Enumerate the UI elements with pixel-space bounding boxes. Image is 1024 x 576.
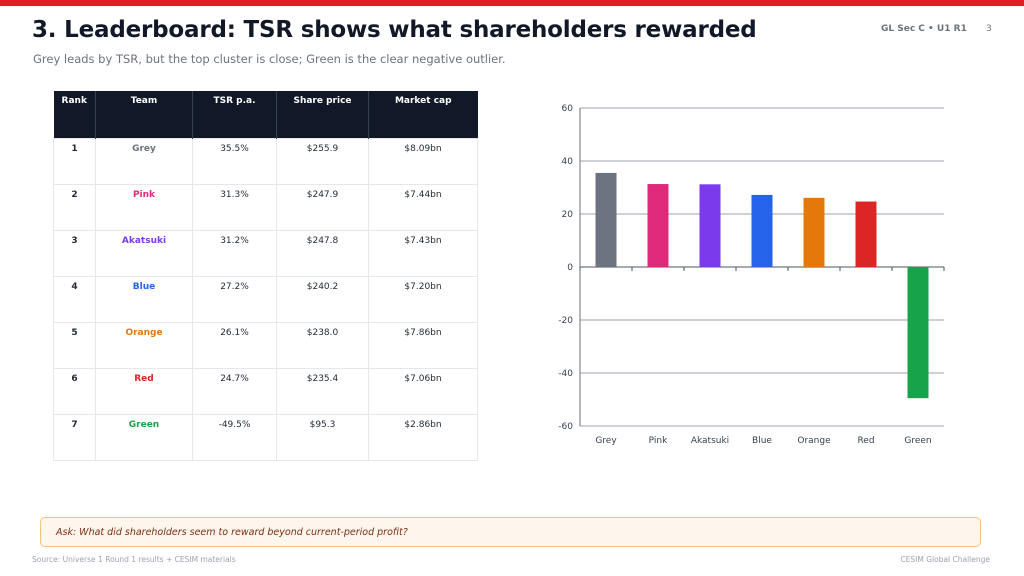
- footer-brand: CESIM Global Challenge: [900, 555, 990, 564]
- x-tick-label: Grey: [595, 436, 617, 446]
- rank-cell: 7: [53, 413, 96, 461]
- table-row: 2 Pink 31.3% $247.9 $7.44bn: [53, 183, 478, 231]
- accent-bar: [0, 0, 1024, 6]
- share-price-cell: $247.8: [276, 229, 369, 277]
- bar-akatsuki: [699, 184, 721, 267]
- y-tick-label: -20: [558, 316, 573, 326]
- tsr-cell: 26.1%: [192, 321, 277, 369]
- y-tick-label: 40: [562, 157, 574, 167]
- tsr-cell: 27.2%: [192, 275, 277, 323]
- table-row: 1 Grey 35.5% $255.9 $8.09bn: [53, 137, 478, 185]
- team-cell: Akatsuki: [95, 229, 193, 277]
- page-number: 3: [986, 24, 992, 34]
- share-price-cell: $238.0: [276, 321, 369, 369]
- market-cap-cell: $7.20bn: [368, 275, 478, 323]
- tsr-cell: 35.5%: [192, 137, 277, 185]
- x-tick-label: Green: [904, 436, 931, 446]
- page-title: 3. Leaderboard: TSR shows what sharehold…: [32, 17, 757, 43]
- market-cap-cell: $8.09bn: [368, 137, 478, 185]
- column-header-team: Team: [95, 91, 193, 138]
- share-price-cell: $95.3: [276, 413, 369, 461]
- column-header-share-price: Share price: [276, 91, 369, 138]
- page-subtitle: Grey leads by TSR, but the top cluster i…: [33, 52, 506, 66]
- bar-blue: [751, 194, 773, 267]
- tsr-cell: 24.7%: [192, 367, 277, 415]
- y-tick-label: 0: [567, 263, 573, 273]
- bar-orange: [803, 197, 825, 267]
- tsr-bar-chart: 60 40 20 0 -20 -40 -60 Grey Pink Akatsuki Blue Oran…: [540, 95, 960, 455]
- rank-cell: 3: [53, 229, 96, 277]
- tsr-cell: 31.3%: [192, 183, 277, 231]
- tsr-cell: 31.2%: [192, 229, 277, 277]
- table-row: 3 Akatsuki 31.2% $247.8 $7.43bn: [53, 229, 478, 277]
- source-note: Source: Universe 1 Round 1 results + CES…: [32, 555, 236, 564]
- column-header-tsr: TSR p.a.: [192, 91, 277, 138]
- y-tick-label: -60: [558, 422, 573, 432]
- team-cell: Blue: [95, 275, 193, 323]
- x-tick-label: Red: [857, 436, 874, 446]
- x-tick-label: Pink: [649, 436, 668, 446]
- table-row: 6 Red 24.7% $235.4 $7.06bn: [53, 367, 478, 415]
- y-tick-label: 60: [562, 104, 574, 114]
- bar-grey: [595, 172, 617, 267]
- market-cap-cell: $7.06bn: [368, 367, 478, 415]
- share-price-cell: $235.4: [276, 367, 369, 415]
- rank-cell: 2: [53, 183, 96, 231]
- y-tick-label: -40: [558, 369, 573, 379]
- rank-cell: 6: [53, 367, 96, 415]
- x-tick-label: Akatsuki: [691, 436, 729, 446]
- bar-green: [907, 267, 929, 399]
- table-row: 5 Orange 26.1% $238.0 $7.86bn: [53, 321, 478, 369]
- column-header-rank: Rank: [53, 91, 96, 138]
- table-header-row: Rank Team TSR p.a. Share price Market ca…: [53, 91, 478, 138]
- share-price-cell: $247.9: [276, 183, 369, 231]
- table-row: 4 Blue 27.2% $240.2 $7.20bn: [53, 275, 478, 323]
- team-cell: Red: [95, 367, 193, 415]
- rank-cell: 1: [53, 137, 96, 185]
- market-cap-cell: $7.44bn: [368, 183, 478, 231]
- y-tick-label: 20: [562, 210, 574, 220]
- market-cap-cell: $7.43bn: [368, 229, 478, 277]
- x-tick-label: Orange: [797, 436, 831, 446]
- market-cap-cell: $2.86bn: [368, 413, 478, 461]
- market-cap-cell: $7.86bn: [368, 321, 478, 369]
- leaderboard-table: Rank Team TSR p.a. Share price Market ca…: [53, 91, 478, 461]
- bar-pink: [647, 184, 669, 267]
- chart-svg: 60 40 20 0 -20 -40 -60 Grey Pink Akatsuki Blue Oran…: [558, 104, 945, 446]
- rank-cell: 5: [53, 321, 96, 369]
- share-price-cell: $240.2: [276, 275, 369, 323]
- course-label: GL Sec C • U1 R1: [881, 24, 967, 34]
- bar-red: [855, 201, 877, 267]
- table-row: 7 Green -49.5% $95.3 $2.86bn: [53, 413, 478, 461]
- team-cell: Orange: [95, 321, 193, 369]
- share-price-cell: $255.9: [276, 137, 369, 185]
- team-cell: Green: [95, 413, 193, 461]
- team-cell: Pink: [95, 183, 193, 231]
- callout-question: Ask: What did shareholders seem to rewar…: [56, 527, 408, 538]
- tsr-cell: -49.5%: [192, 413, 277, 461]
- column-header-market-cap: Market cap: [368, 91, 478, 138]
- team-cell: Grey: [95, 137, 193, 185]
- rank-cell: 4: [53, 275, 96, 323]
- discussion-callout: Ask: What did shareholders seem to rewar…: [40, 517, 981, 547]
- x-tick-label: Blue: [752, 436, 772, 446]
